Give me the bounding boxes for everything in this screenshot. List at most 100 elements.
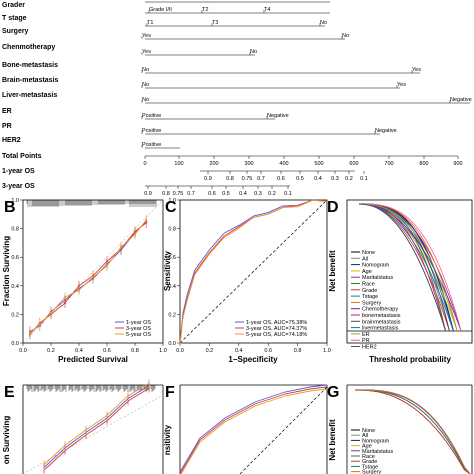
nomogram-row-label: T stage bbox=[2, 15, 27, 22]
nomogram-tick-label: 300 bbox=[244, 161, 253, 167]
calibration-point bbox=[38, 323, 41, 326]
panel-b-frame bbox=[22, 199, 164, 344]
nomogram-row-3-year-os: 3-year OS 0.9 0.8 0.75 0.7 0.6 0.5 0.4 0.3 0.2 0.1 bbox=[2, 183, 292, 195]
legend-label: Surgery bbox=[362, 470, 382, 474]
nomogram-row-label: Chenmotherapy bbox=[2, 44, 55, 51]
roc-curve bbox=[180, 388, 328, 474]
dca-curve bbox=[358, 203, 462, 332]
legend-label: 1-year OS, AUC=75.38% bbox=[246, 320, 307, 326]
legend-label: ER bbox=[362, 332, 370, 338]
nomogram-row-t-stage: T stage T1 T3 No bbox=[2, 15, 327, 27]
nomogram-tick-label: 500 bbox=[314, 161, 323, 167]
legend-label: Maritalstatus bbox=[362, 275, 393, 281]
y-tick-label: 0.8 bbox=[11, 227, 19, 233]
roc-curve-3 bbox=[179, 199, 328, 345]
nomogram-row-1-year-os: 1-year OS 0.9 0.8 0.75 0.7 0.6 0.5 0.4 0.3 0.2 0.1 bbox=[2, 168, 368, 182]
legend-label: None bbox=[362, 250, 375, 256]
nomogram-tick-label: 900 bbox=[453, 161, 462, 167]
y-tick-label: 0.8 bbox=[168, 227, 176, 233]
nomogram-tick-label: 200 bbox=[209, 161, 218, 167]
legend-label: Race bbox=[362, 454, 375, 460]
nomogram-row-label: ER bbox=[2, 108, 12, 115]
nomogram-tick-label: Yes bbox=[412, 67, 421, 73]
chance-diagonal bbox=[179, 199, 328, 344]
nomogram-row-surgery: Surgery Yes No bbox=[2, 28, 349, 40]
chance-diagonal bbox=[239, 386, 328, 474]
calibration-line bbox=[44, 387, 151, 470]
legend-label: 1-year OS bbox=[126, 320, 151, 326]
nomogram-tick-label: Negative bbox=[375, 128, 397, 134]
nomogram-tick-label: 0.75 bbox=[173, 191, 184, 195]
legend-label: brainmetastasis bbox=[362, 319, 401, 325]
y-axis-label: Sensitivity bbox=[163, 250, 172, 291]
nomogram-tick-label: 800 bbox=[419, 161, 428, 167]
nomogram-row-label: Bone-metastasis bbox=[2, 62, 58, 69]
nomogram-tick-label: 0.5 bbox=[222, 191, 230, 195]
dca-curve bbox=[358, 203, 458, 332]
panel-c-frame bbox=[179, 199, 328, 344]
y-axis-label: on Surviving bbox=[2, 416, 11, 465]
nomogram-tick-label: No bbox=[142, 67, 149, 73]
calibration-point bbox=[63, 296, 67, 299]
nomogram-tick-label: 0.2 bbox=[345, 176, 353, 182]
nomogram-row-label: Surgery bbox=[2, 28, 29, 35]
calibration-point bbox=[49, 311, 53, 315]
y-tick-label: 0.4 bbox=[11, 284, 19, 290]
nomogram-row-label: HER2 bbox=[2, 137, 21, 144]
nomogram-tick-label: 0.6 bbox=[277, 176, 285, 182]
nomogram-tick-label: No bbox=[342, 33, 349, 39]
nomogram-tick-label: T4 bbox=[264, 7, 270, 13]
roc-curve bbox=[179, 386, 328, 474]
nomogram-tick-label: 0.75 bbox=[242, 176, 253, 182]
calibration-point bbox=[63, 301, 67, 305]
x-tick-label: 0.0 bbox=[176, 348, 184, 354]
legend-label: Nomogram bbox=[362, 438, 390, 444]
x-tick-label: 0.2 bbox=[47, 348, 55, 354]
y-tick-label: 0.6 bbox=[168, 255, 176, 261]
nomogram-tick-label: 0.4 bbox=[314, 176, 322, 182]
nomogram-row-label: PR bbox=[2, 123, 12, 130]
x-tick-label: 0.0 bbox=[19, 348, 27, 354]
nomogram-tick-label: Yes bbox=[142, 49, 151, 55]
nomogram-tick-label: 0.3 bbox=[331, 176, 339, 182]
calibration-line-3 bbox=[29, 219, 147, 334]
legend-label: All bbox=[362, 256, 368, 262]
y-axis-label: Net benefit bbox=[328, 419, 337, 461]
panel-letter-e: E bbox=[4, 384, 15, 401]
calibration-line bbox=[42, 383, 149, 466]
x-tick-label: 0.6 bbox=[264, 348, 272, 354]
legend-label: Tstage bbox=[362, 294, 378, 300]
legend-label: Grade bbox=[362, 288, 377, 294]
legend-label: All bbox=[362, 433, 368, 439]
dca-curve bbox=[354, 389, 471, 474]
calibration-point bbox=[91, 276, 95, 279]
legend-label: Nomogram bbox=[362, 263, 390, 269]
calibration-point bbox=[28, 331, 32, 335]
legend-label: Age bbox=[362, 269, 372, 275]
nomogram-tick-label: 0.7 bbox=[257, 176, 265, 182]
legend-label: Age bbox=[362, 444, 372, 450]
x-axis-label: Threshold probability bbox=[369, 355, 451, 364]
nomogram-row-grader: Grader Grade I/II T2 T4 bbox=[2, 2, 330, 14]
y-tick-label: 1.0 bbox=[11, 198, 19, 204]
nomogram-tick-label: 0.6 bbox=[208, 191, 216, 195]
nomogram-tick-label: 0.3 bbox=[254, 191, 262, 195]
legend-label: bonemetastasis bbox=[362, 313, 401, 319]
nomogram-tick-label: 0.7 bbox=[187, 191, 195, 195]
legend-label: Maritalstatus bbox=[362, 449, 393, 455]
nomogram-tick-label: 0.1 bbox=[360, 176, 368, 182]
y-tick-label: 0.0 bbox=[168, 341, 176, 347]
legend-label: None bbox=[362, 428, 375, 434]
x-tick-label: 0.2 bbox=[206, 348, 214, 354]
nomogram-tick-label: Yes bbox=[397, 82, 406, 88]
nomogram-row-total-points: Total Points 0 100 200 300 400 500 600 700 800 900 bbox=[2, 153, 463, 167]
nomogram-tick-label: 100 bbox=[174, 161, 183, 167]
nomogram-tick-label: 0.5 bbox=[296, 176, 304, 182]
nomogram-tick-label: No bbox=[142, 97, 149, 103]
calibration-point bbox=[145, 218, 148, 222]
nomogram-tick-label: 600 bbox=[349, 161, 358, 167]
dca-curve bbox=[358, 203, 454, 332]
nomogram-tick-label: 0.9 bbox=[144, 191, 152, 195]
